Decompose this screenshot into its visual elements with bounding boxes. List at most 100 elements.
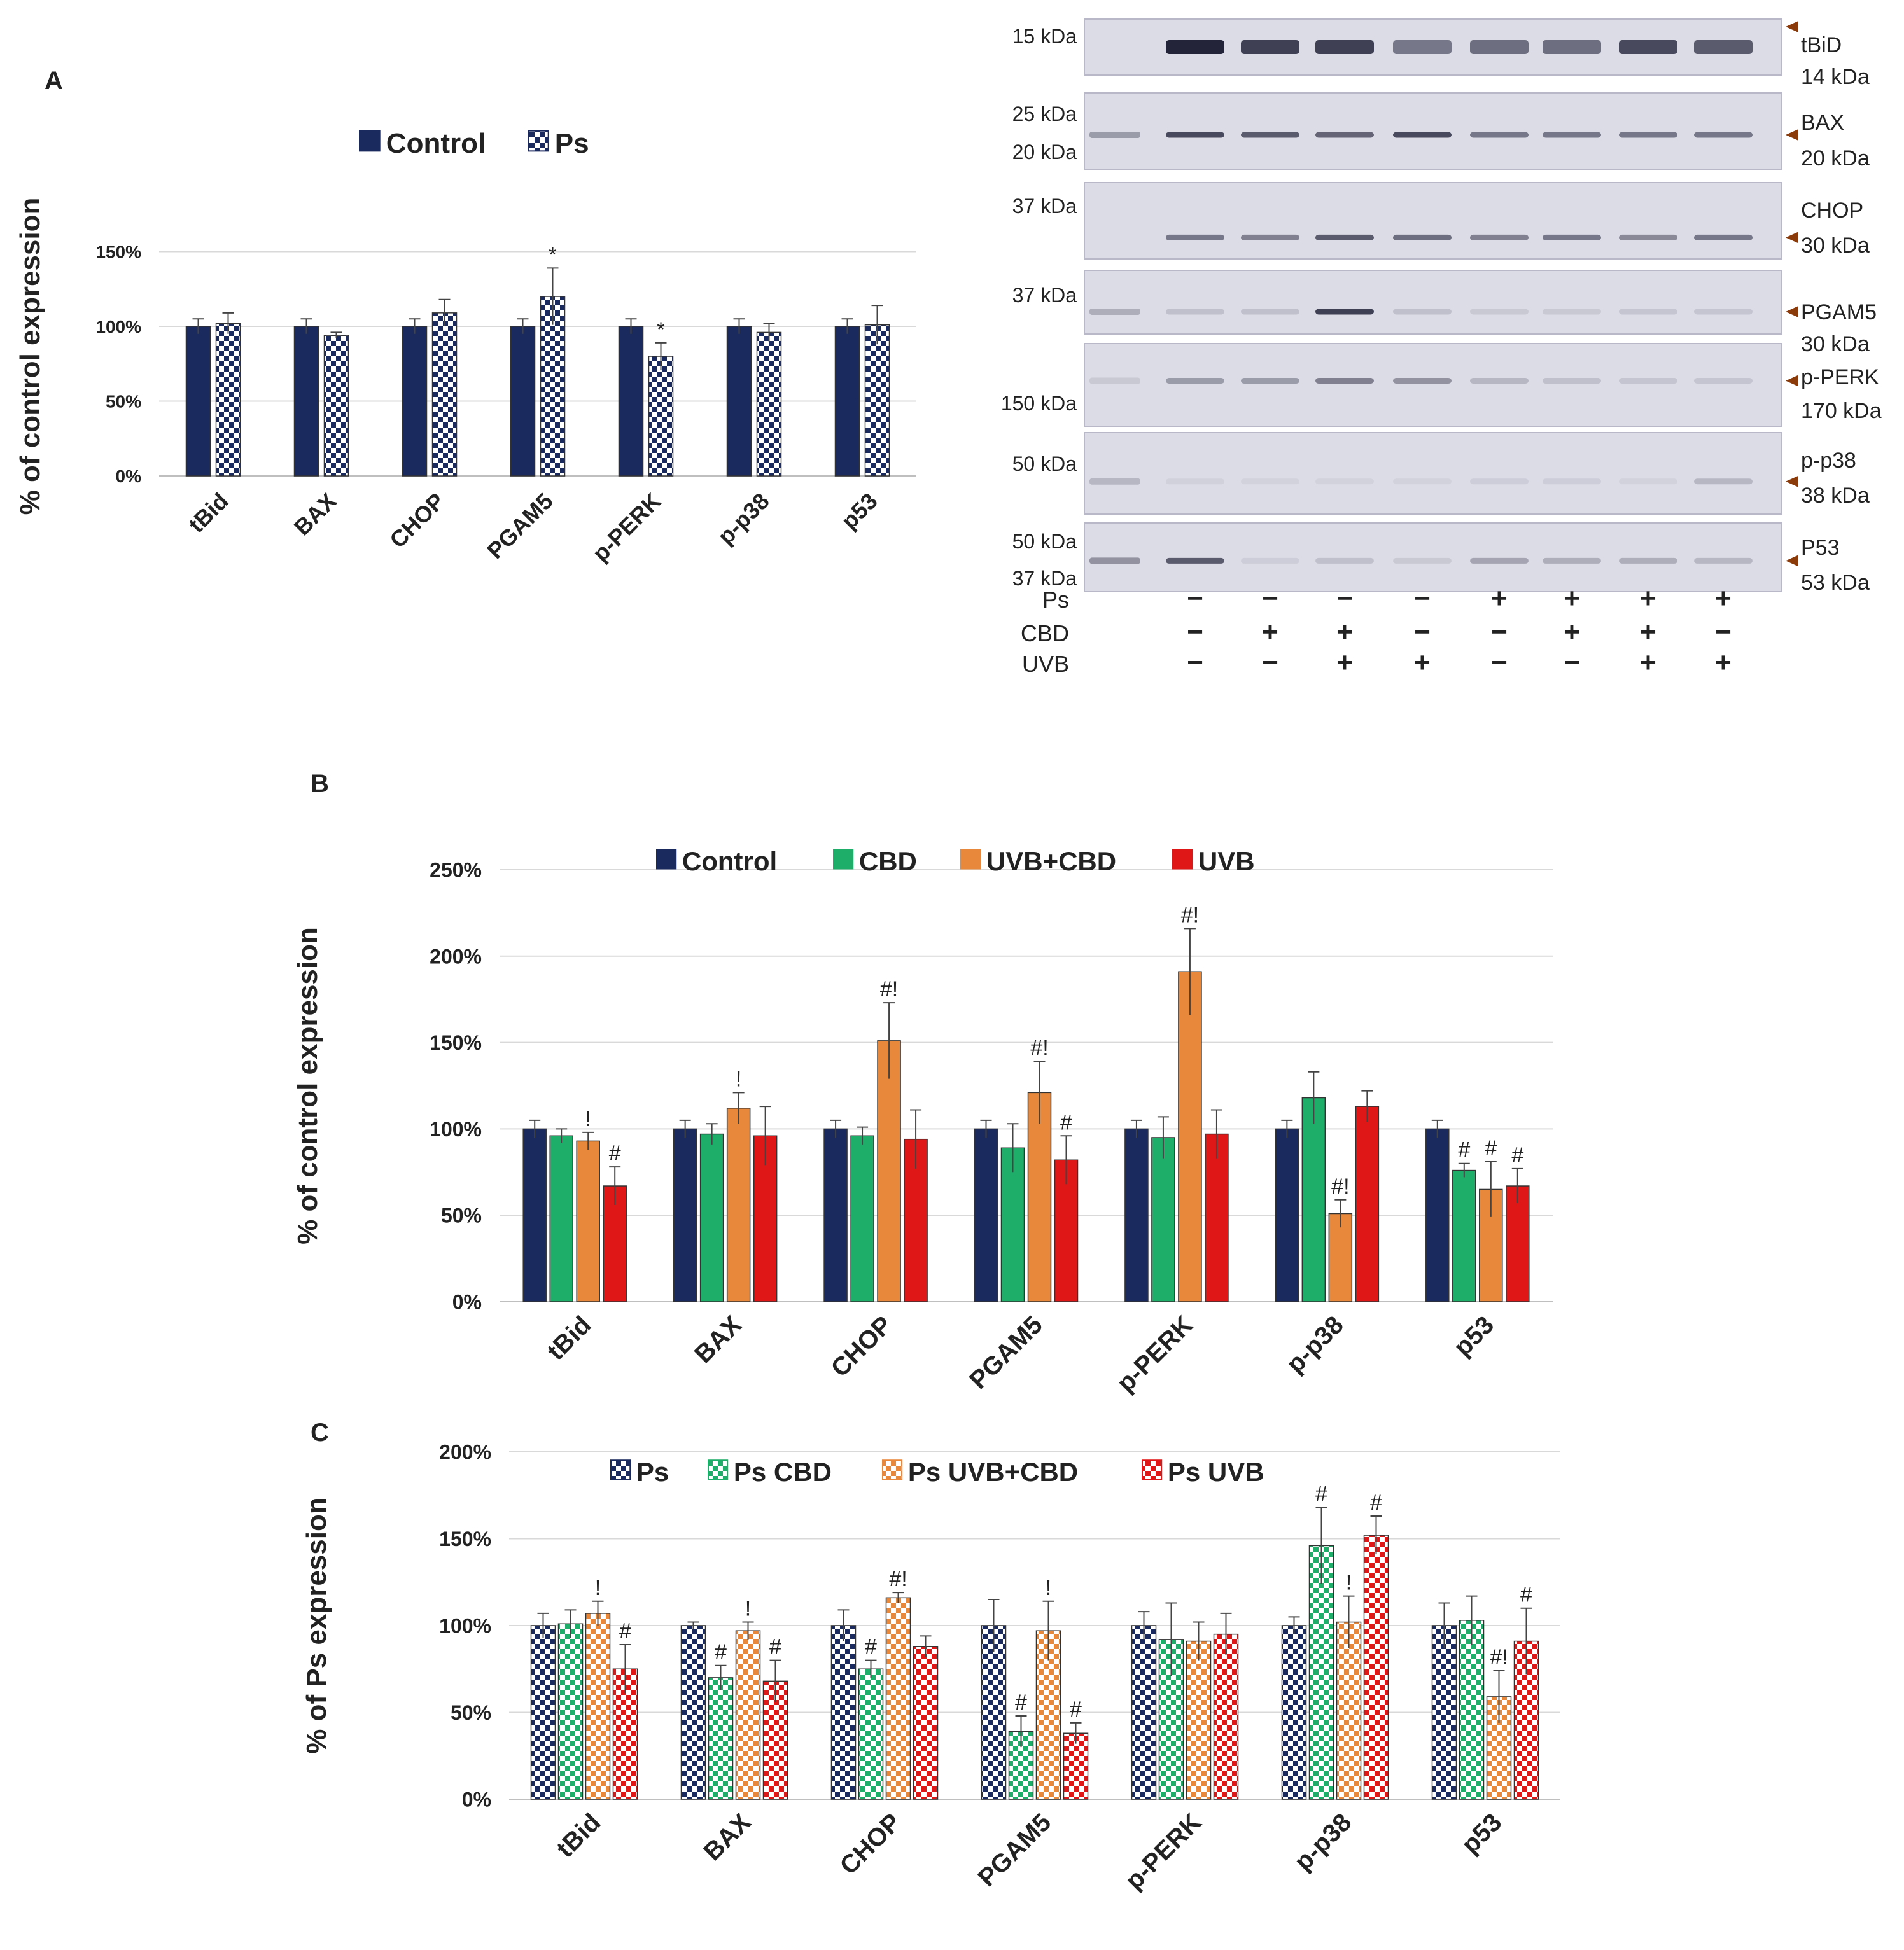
blot-condition-sign-cbd-lane-3: + (1336, 616, 1353, 648)
blot-band-tbid-lane-1 (1166, 40, 1224, 54)
chart-b-bar-p-p38-cbd (1301, 1097, 1326, 1302)
blot-band-chop-lane-3 (1315, 234, 1374, 240)
chart-c-bar-p53-ps-cbd (1459, 1620, 1485, 1800)
chart-a-y-tick: 150% (95, 242, 141, 262)
blot-arrow-marker-pgam5 (1786, 306, 1798, 317)
blot-ladder-label-bax-2: 20 kDa (1012, 141, 1077, 164)
blot-band-p-p38-lane-3 (1315, 478, 1374, 485)
blot-band-bax-lane-3 (1315, 132, 1374, 138)
blot-band-chop-lane-4 (1393, 234, 1452, 240)
blot-band-pgam5-lane-5 (1470, 309, 1529, 315)
blot-band-bax-lane-5 (1470, 132, 1529, 138)
panel-label-c: C (311, 1419, 329, 1447)
blot-ladder-band-bax (1089, 132, 1140, 138)
blot-ladder-band-p-perk (1089, 377, 1140, 384)
blot-condition-sign-uvb-lane-6: − (1564, 647, 1580, 678)
blot-arrow-marker-p-perk (1786, 375, 1798, 387)
chart-c-significance-mark-pgam5-ps-cbd: # (1015, 1690, 1027, 1715)
blot-size-label-p-p38: 38 kDa (1801, 484, 1870, 508)
blot-band-p-perk-lane-4 (1393, 378, 1452, 384)
chart-b-bar-chop-uvb-cbd (877, 1040, 901, 1302)
chart-c-category-label-p-p38: p-p38 (1289, 1808, 1357, 1876)
chart-c-legend-label-ps-uvb: Ps UVB (1168, 1457, 1264, 1487)
chart-c-significance-mark-chop-ps-uvb-cbd: #! (889, 1567, 907, 1591)
blot-size-label-pgam5: 30 kDa (1801, 332, 1870, 356)
blot-protein-label-p-perk: p-PERK (1801, 365, 1879, 389)
blot-band-pgam5-lane-8 (1694, 309, 1753, 315)
chart-a-bar-p-perk-control (618, 326, 644, 477)
chart-b-bar-p-perk-cbd (1151, 1137, 1175, 1302)
blot-condition-sign-ps-lane-6: + (1564, 583, 1580, 614)
chart-c-category-label-pgam5: PGAM5 (973, 1808, 1057, 1892)
chart-c-significance-mark-bax-ps-uvb-cbd: ! (745, 1597, 751, 1621)
blot-band-tbid-lane-5 (1470, 40, 1529, 54)
blot-size-label-bax: 20 kDa (1801, 146, 1870, 171)
blot-band-chop-lane-1 (1166, 234, 1224, 240)
chart-c-bar-chop-ps-cbd (858, 1668, 884, 1800)
chart-c-significance-mark-bax-ps-uvb: # (769, 1635, 781, 1659)
chart-b-significance-mark-p-perk-uvb-cbd: #! (1181, 903, 1199, 927)
chart-b-bar-tbid-uvb-cbd (576, 1140, 600, 1302)
chart-a-legend-swatch-ps (528, 130, 549, 152)
chart-b-category-label-pgam5: PGAM5 (964, 1311, 1048, 1395)
chart-a-bar-bax-control (293, 326, 319, 477)
chart-c-y-tick: 200% (439, 1441, 491, 1464)
blot-strip-pgam5 (1084, 270, 1782, 335)
blot-band-tbid-lane-4 (1393, 40, 1452, 54)
blot-band-chop-lane-5 (1470, 234, 1529, 240)
chart-c-significance-mark-p-p38-ps-cbd: # (1315, 1482, 1327, 1506)
chart-c-legend-label-ps-uvb-cbd: Ps UVB+CBD (908, 1457, 1078, 1487)
blot-band-chop-lane-7 (1619, 234, 1677, 240)
blot-protein-label-p-p38: p-p38 (1801, 449, 1856, 473)
chart-c-bar-chop-ps-uvb-cbd (885, 1597, 911, 1800)
chart-c-y-axis-label: % of Ps expression (301, 1497, 332, 1753)
chart-c-bar-pgam5-ps-uvb (1063, 1732, 1089, 1800)
chart-a-bar-tbid-ps (215, 323, 241, 477)
blot-band-pgam5-lane-7 (1619, 309, 1677, 315)
blot-band-bax-lane-2 (1241, 132, 1299, 138)
blot-condition-sign-cbd-lane-2: + (1262, 616, 1278, 648)
chart-b-legend-swatch-uvb-cbd (960, 849, 981, 870)
blot-ladder-label-tbid-1: 15 kDa (1012, 25, 1077, 48)
chart-c-category-label-chop: CHOP (835, 1808, 907, 1880)
chart-c-significance-mark-chop-ps-cbd: # (865, 1635, 877, 1659)
chart-c-significance-mark-pgam5-ps-uvb: # (1070, 1697, 1082, 1722)
blot-protein-label-pgam5: PGAM5 (1801, 300, 1877, 324)
chart-panel-b: 0% 50% 100% 150% 200% 250% % of control expres… (292, 846, 1553, 1398)
blot-band-p53-lane-6 (1543, 557, 1601, 564)
chart-c-y-tick: 150% (439, 1528, 491, 1550)
blot-condition-sign-ps-lane-7: + (1640, 583, 1656, 614)
blot-condition-label-ps: Ps (1042, 587, 1069, 613)
chart-b-legend-swatch-uvb (1172, 849, 1193, 870)
chart-b-bar-bax-cbd (699, 1133, 724, 1302)
chart-c-bar-p-p38-ps-uvb-cbd (1336, 1621, 1362, 1800)
chart-c-bar-bax-ps-uvb-cbd (735, 1630, 761, 1800)
blot-band-p-perk-lane-5 (1470, 378, 1529, 384)
chart-a-significance-mark-p-perk-ps: * (657, 318, 664, 341)
chart-b-y-axis-label: % of control expression (292, 927, 323, 1244)
chart-a-bar-pgam5-control (510, 326, 536, 477)
blot-band-p53-lane-5 (1470, 557, 1529, 564)
blot-condition-sign-cbd-lane-1: − (1187, 616, 1203, 648)
blot-band-tbid-lane-8 (1694, 40, 1753, 54)
chart-b-bar-p-p38-control (1275, 1128, 1299, 1302)
blot-ladder-label-pgam5-1: 37 kDa (1012, 284, 1077, 307)
chart-a-legend-label-ps: Ps (555, 128, 589, 159)
chart-c-bar-p-p38-ps-uvb (1363, 1535, 1389, 1800)
blot-condition-sign-ps-lane-8: + (1715, 583, 1732, 614)
chart-c-category-label-bax: BAX (699, 1808, 757, 1866)
chart-b-y-tick: 100% (430, 1118, 482, 1141)
blot-band-p-p38-lane-7 (1619, 478, 1677, 485)
chart-b-significance-mark-p53-cbd: # (1458, 1138, 1470, 1162)
blot-ladder-band-p-p38 (1089, 478, 1140, 485)
chart-a-category-label-pgam5: PGAM5 (482, 488, 558, 564)
chart-c-significance-mark-tbid-ps-uvb-cbd: ! (595, 1576, 601, 1600)
chart-b-bar-p53-control (1425, 1128, 1450, 1302)
chart-b-significance-mark-tbid-uvb: # (609, 1141, 621, 1166)
blot-band-p-p38-lane-2 (1241, 478, 1299, 485)
chart-c-category-label-p53: p53 (1457, 1808, 1508, 1859)
chart-b-significance-mark-p53-uvb-cbd: # (1485, 1136, 1497, 1160)
chart-panel-a: 0% 50% 100% 150% % of control expression Cont… (15, 128, 916, 566)
blot-band-pgam5-lane-4 (1393, 309, 1452, 315)
blot-strip-p53 (1084, 522, 1782, 592)
